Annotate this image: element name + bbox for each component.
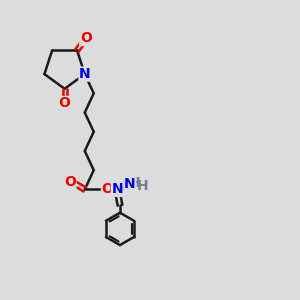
Text: O: O [101,182,113,197]
Text: N: N [79,67,91,81]
Text: O: O [64,175,76,189]
Text: O: O [80,32,92,46]
Text: H: H [129,176,141,190]
Text: N: N [124,177,136,191]
Text: H: H [136,179,148,194]
Text: N: N [111,182,123,197]
Text: O: O [59,97,70,110]
